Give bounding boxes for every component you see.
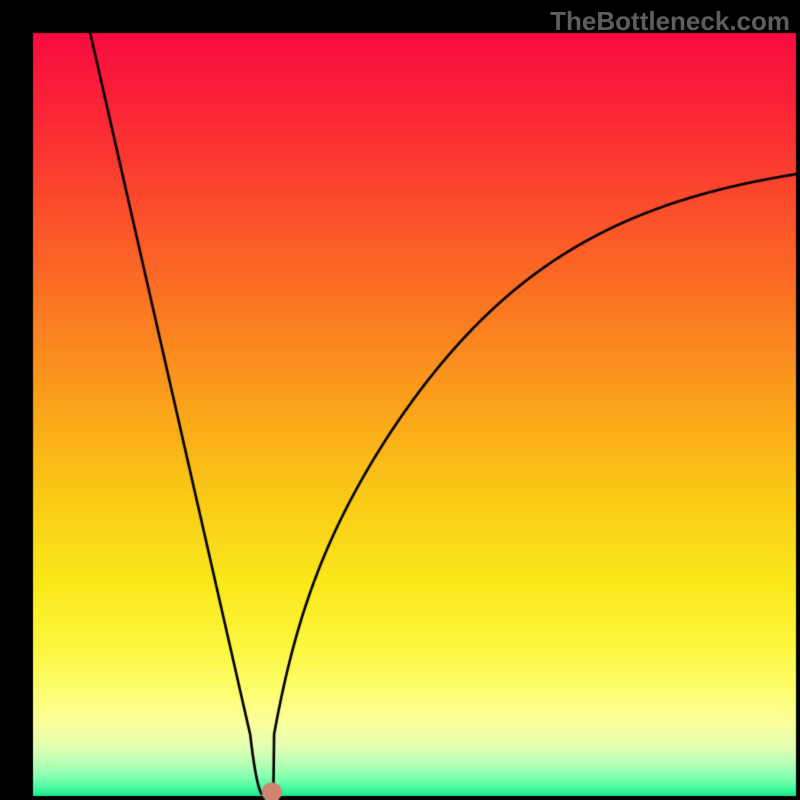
watermark-text: TheBottleneck.com — [550, 6, 790, 37]
bottleneck-chart: TheBottleneck.com — [0, 0, 800, 800]
curve-canvas — [0, 0, 800, 800]
